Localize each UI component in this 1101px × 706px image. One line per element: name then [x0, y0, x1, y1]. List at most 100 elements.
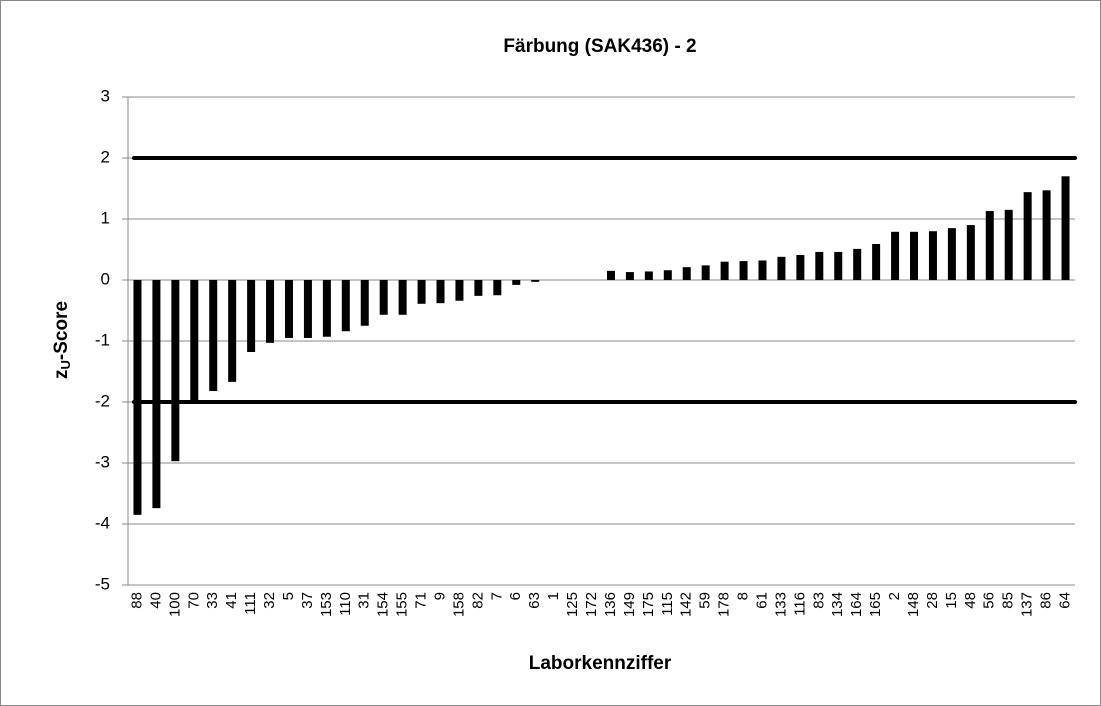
x-tick-label: 59: [697, 592, 714, 609]
x-tick-label: 56: [981, 592, 998, 609]
x-tick-label: 40: [147, 592, 164, 609]
bar: [910, 231, 919, 280]
y-label-main: z: [51, 370, 72, 380]
bar: [531, 280, 540, 282]
bar: [682, 267, 691, 280]
x-tick-label: 88: [128, 592, 145, 609]
bar: [1061, 176, 1070, 280]
bar: [966, 225, 975, 280]
bar: [474, 280, 483, 296]
x-tick-label: 15: [943, 592, 960, 609]
bar: [1023, 192, 1032, 280]
bar: [758, 260, 767, 280]
y-tick-label: 2: [101, 147, 110, 166]
x-tick-label: 85: [1000, 592, 1017, 609]
bar: [152, 280, 161, 509]
bar: [644, 271, 653, 280]
bar: [209, 280, 218, 392]
y-tick-label: -5: [95, 574, 110, 593]
x-tick-label: 2: [886, 592, 903, 600]
x-tick-label: 116: [791, 592, 808, 616]
y-label-sub: U: [58, 360, 73, 369]
bar: [872, 244, 881, 280]
x-tick-label: 154: [375, 592, 392, 617]
bar: [928, 231, 937, 280]
x-tick-label: 142: [678, 592, 695, 617]
bar: [625, 272, 634, 280]
x-tick-label: 9: [431, 592, 448, 600]
x-tick-label: 137: [1019, 592, 1036, 617]
bar: [360, 280, 369, 326]
x-tick-label: 111: [242, 592, 259, 615]
x-tick-label: 100: [166, 592, 183, 617]
y-tick-label: -2: [95, 391, 110, 410]
x-tick-label: 31: [356, 592, 373, 609]
y-tick-label: 1: [101, 208, 110, 227]
bar: [834, 251, 843, 280]
bar: [322, 280, 331, 337]
bar: [284, 280, 293, 338]
x-tick-label: 41: [223, 592, 240, 609]
x-tick-label: 178: [716, 592, 733, 617]
bar: [853, 248, 862, 280]
x-tick-label: 165: [867, 592, 884, 617]
bar: [455, 280, 464, 301]
x-tick-label: 64: [1056, 592, 1073, 609]
x-tick-label: 37: [299, 592, 316, 609]
y-label-rest: -Score: [51, 301, 72, 360]
bar: [701, 265, 710, 280]
bar: [266, 280, 275, 343]
bar: [606, 270, 615, 280]
bar: [1042, 190, 1051, 280]
x-tick-label: 5: [280, 592, 297, 600]
x-tick-label: 6: [507, 592, 524, 600]
bar: [341, 280, 350, 332]
chart-title: Färbung (SAK436) - 2: [503, 36, 696, 57]
bar: [739, 261, 748, 280]
x-axis-label: Laborkennziffer: [529, 653, 672, 674]
y-tick-label: 0: [101, 269, 110, 288]
x-tick-label: 63: [526, 592, 543, 609]
bar: [796, 254, 805, 280]
x-tick-label: 33: [204, 592, 221, 609]
x-tick-label: 61: [753, 592, 770, 609]
bar: [663, 270, 672, 280]
bar: [985, 211, 994, 280]
bar: [379, 280, 388, 315]
x-tick-label: 153: [318, 592, 335, 617]
x-tick-label: 164: [848, 592, 865, 617]
x-tick-label: 115: [659, 592, 676, 616]
x-tick-label: 48: [962, 592, 979, 609]
bar: [815, 251, 824, 280]
bar: [777, 256, 786, 280]
x-tick-label: 71: [413, 592, 430, 609]
x-tick-label: 82: [469, 592, 486, 609]
x-tick-label: 110: [337, 592, 354, 616]
bar: [171, 280, 180, 462]
bar: [947, 228, 956, 280]
bar: [190, 280, 199, 401]
bar: [1004, 209, 1013, 280]
bar: [436, 280, 445, 304]
x-tick-label: 155: [394, 592, 411, 617]
x-tick-label: 148: [905, 592, 922, 617]
bar: [133, 280, 142, 515]
y-tick-label: -3: [95, 452, 110, 471]
x-tick-label: 175: [640, 592, 657, 617]
x-tick-label: 32: [261, 592, 278, 609]
x-tick-label: 172: [583, 592, 600, 617]
x-tick-label: 70: [185, 592, 202, 609]
x-tick-label: 86: [1038, 592, 1055, 609]
x-tick-label: 125: [564, 592, 581, 617]
y-tick-label: -1: [95, 330, 110, 349]
bar: [247, 280, 256, 352]
bar: [228, 280, 237, 382]
bar: [493, 280, 502, 296]
y-tick-label: 3: [101, 86, 110, 105]
y-axis-label: zU-Score: [51, 301, 73, 379]
bar: [398, 280, 407, 315]
x-tick-label: 134: [829, 592, 846, 617]
bar: [417, 280, 426, 304]
x-tick-label: 28: [924, 592, 941, 609]
